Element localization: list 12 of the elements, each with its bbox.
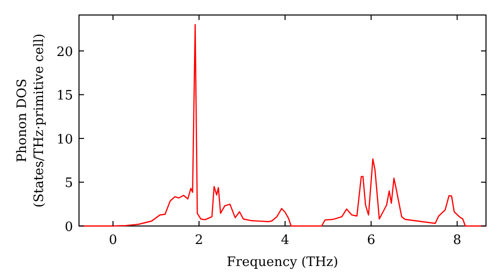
x-tick-label: 0 xyxy=(108,233,118,248)
y-tick-label: 5 xyxy=(64,176,73,192)
x-tick-label: 4 xyxy=(280,233,290,248)
x-axis-title: Frequency (THz) xyxy=(226,255,338,270)
x-tick-label: 8 xyxy=(453,233,462,248)
x-tick-label: 2 xyxy=(194,233,204,248)
y-tick-label: 15 xyxy=(56,88,73,104)
y-tick-label: 10 xyxy=(56,132,73,148)
y-tick-label: 20 xyxy=(56,44,73,60)
x-tick-label: 6 xyxy=(366,233,376,248)
y-axis-title: Phonon DOS (States/THz·primitive cell) xyxy=(15,33,47,208)
y-tick-label: 0 xyxy=(64,220,73,235)
